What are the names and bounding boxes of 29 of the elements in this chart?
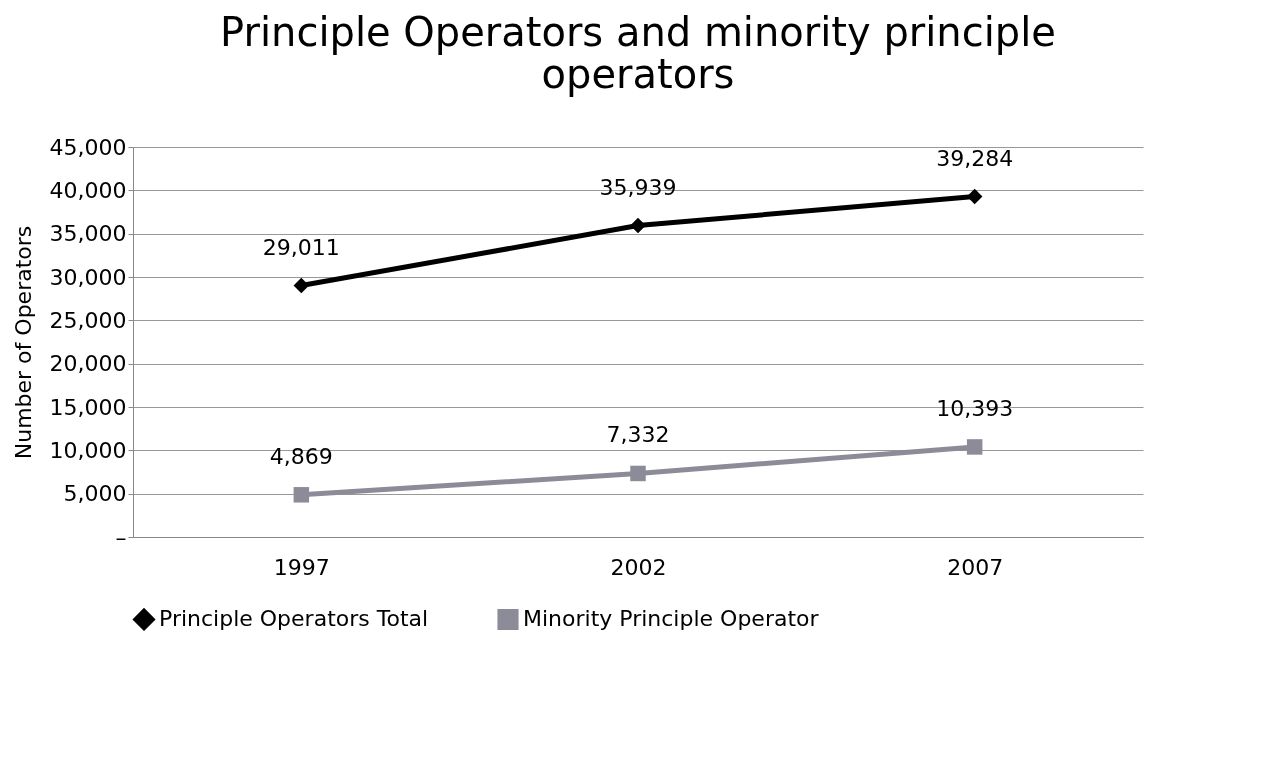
x-tick-label: 2007 <box>947 554 1004 580</box>
point <box>630 217 646 234</box>
data-label: 29,011 <box>262 234 340 260</box>
legend-label: Principle Operators Total <box>159 606 429 632</box>
y-tick-label: 25,000 <box>49 307 127 333</box>
chart-title: Principle Operators and minority principle operators <box>220 9 1056 97</box>
y-axis-title: Number of Operators <box>10 225 36 460</box>
point <box>966 188 983 205</box>
y-tick-label: 30,000 <box>49 264 127 290</box>
y-tick-label: 35,000 <box>49 221 127 247</box>
y-tick-label: 40,000 <box>49 177 127 203</box>
point <box>293 487 310 503</box>
y-tick-label: – <box>115 524 127 550</box>
legend-label: Minority Principle Operator <box>523 606 820 632</box>
y-tick-label: 45,000 <box>49 134 127 160</box>
y-tick-label: 5,000 <box>63 481 127 507</box>
point <box>966 439 983 455</box>
data-label: 39,284 <box>936 145 1014 171</box>
x-tick-label: 2002 <box>610 554 667 580</box>
data-label: 7,332 <box>606 422 670 448</box>
point <box>630 465 646 482</box>
y-tick-label: 10,000 <box>49 437 127 463</box>
point <box>293 277 310 294</box>
y-tick-label: 20,000 <box>49 351 127 377</box>
y-tick-label: 15,000 <box>49 394 127 420</box>
data-label: 4,869 <box>269 443 333 469</box>
data-label: 35,939 <box>599 174 677 200</box>
data-label: 10,393 <box>936 395 1014 421</box>
x-tick-label: 1997 <box>273 554 330 580</box>
